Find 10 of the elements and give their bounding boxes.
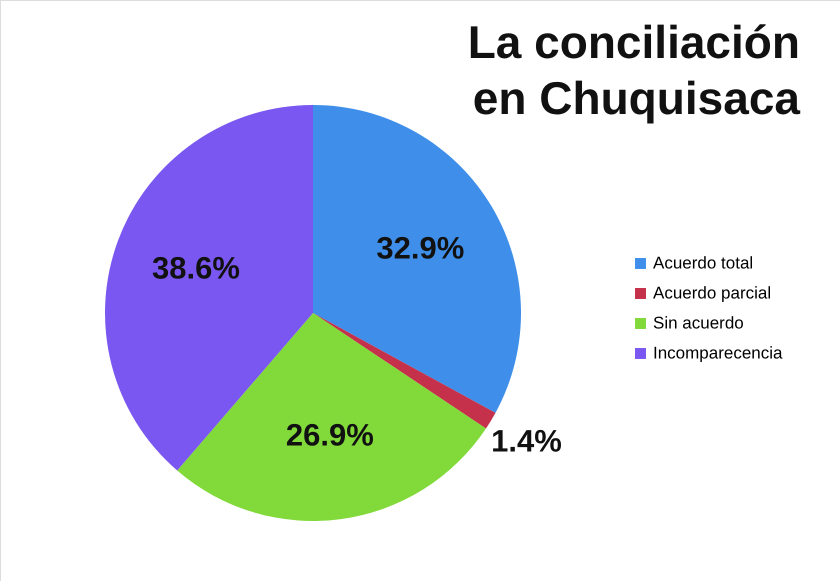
pie-slice — [177, 313, 486, 521]
legend-label: Acuerdo total — [653, 254, 754, 272]
legend-label: Sin acuerdo — [653, 314, 744, 332]
data-label: 1.4% — [491, 423, 562, 458]
legend-label: Incomparecencia — [653, 344, 784, 362]
data-label: 38.6% — [152, 250, 240, 286]
data-label: 32.9% — [376, 230, 464, 266]
chart-title: La conciliación en Chuquisaca — [468, 16, 800, 124]
legend-label: Acuerdo parcial — [653, 284, 772, 302]
data-label: 26.9% — [286, 418, 374, 453]
